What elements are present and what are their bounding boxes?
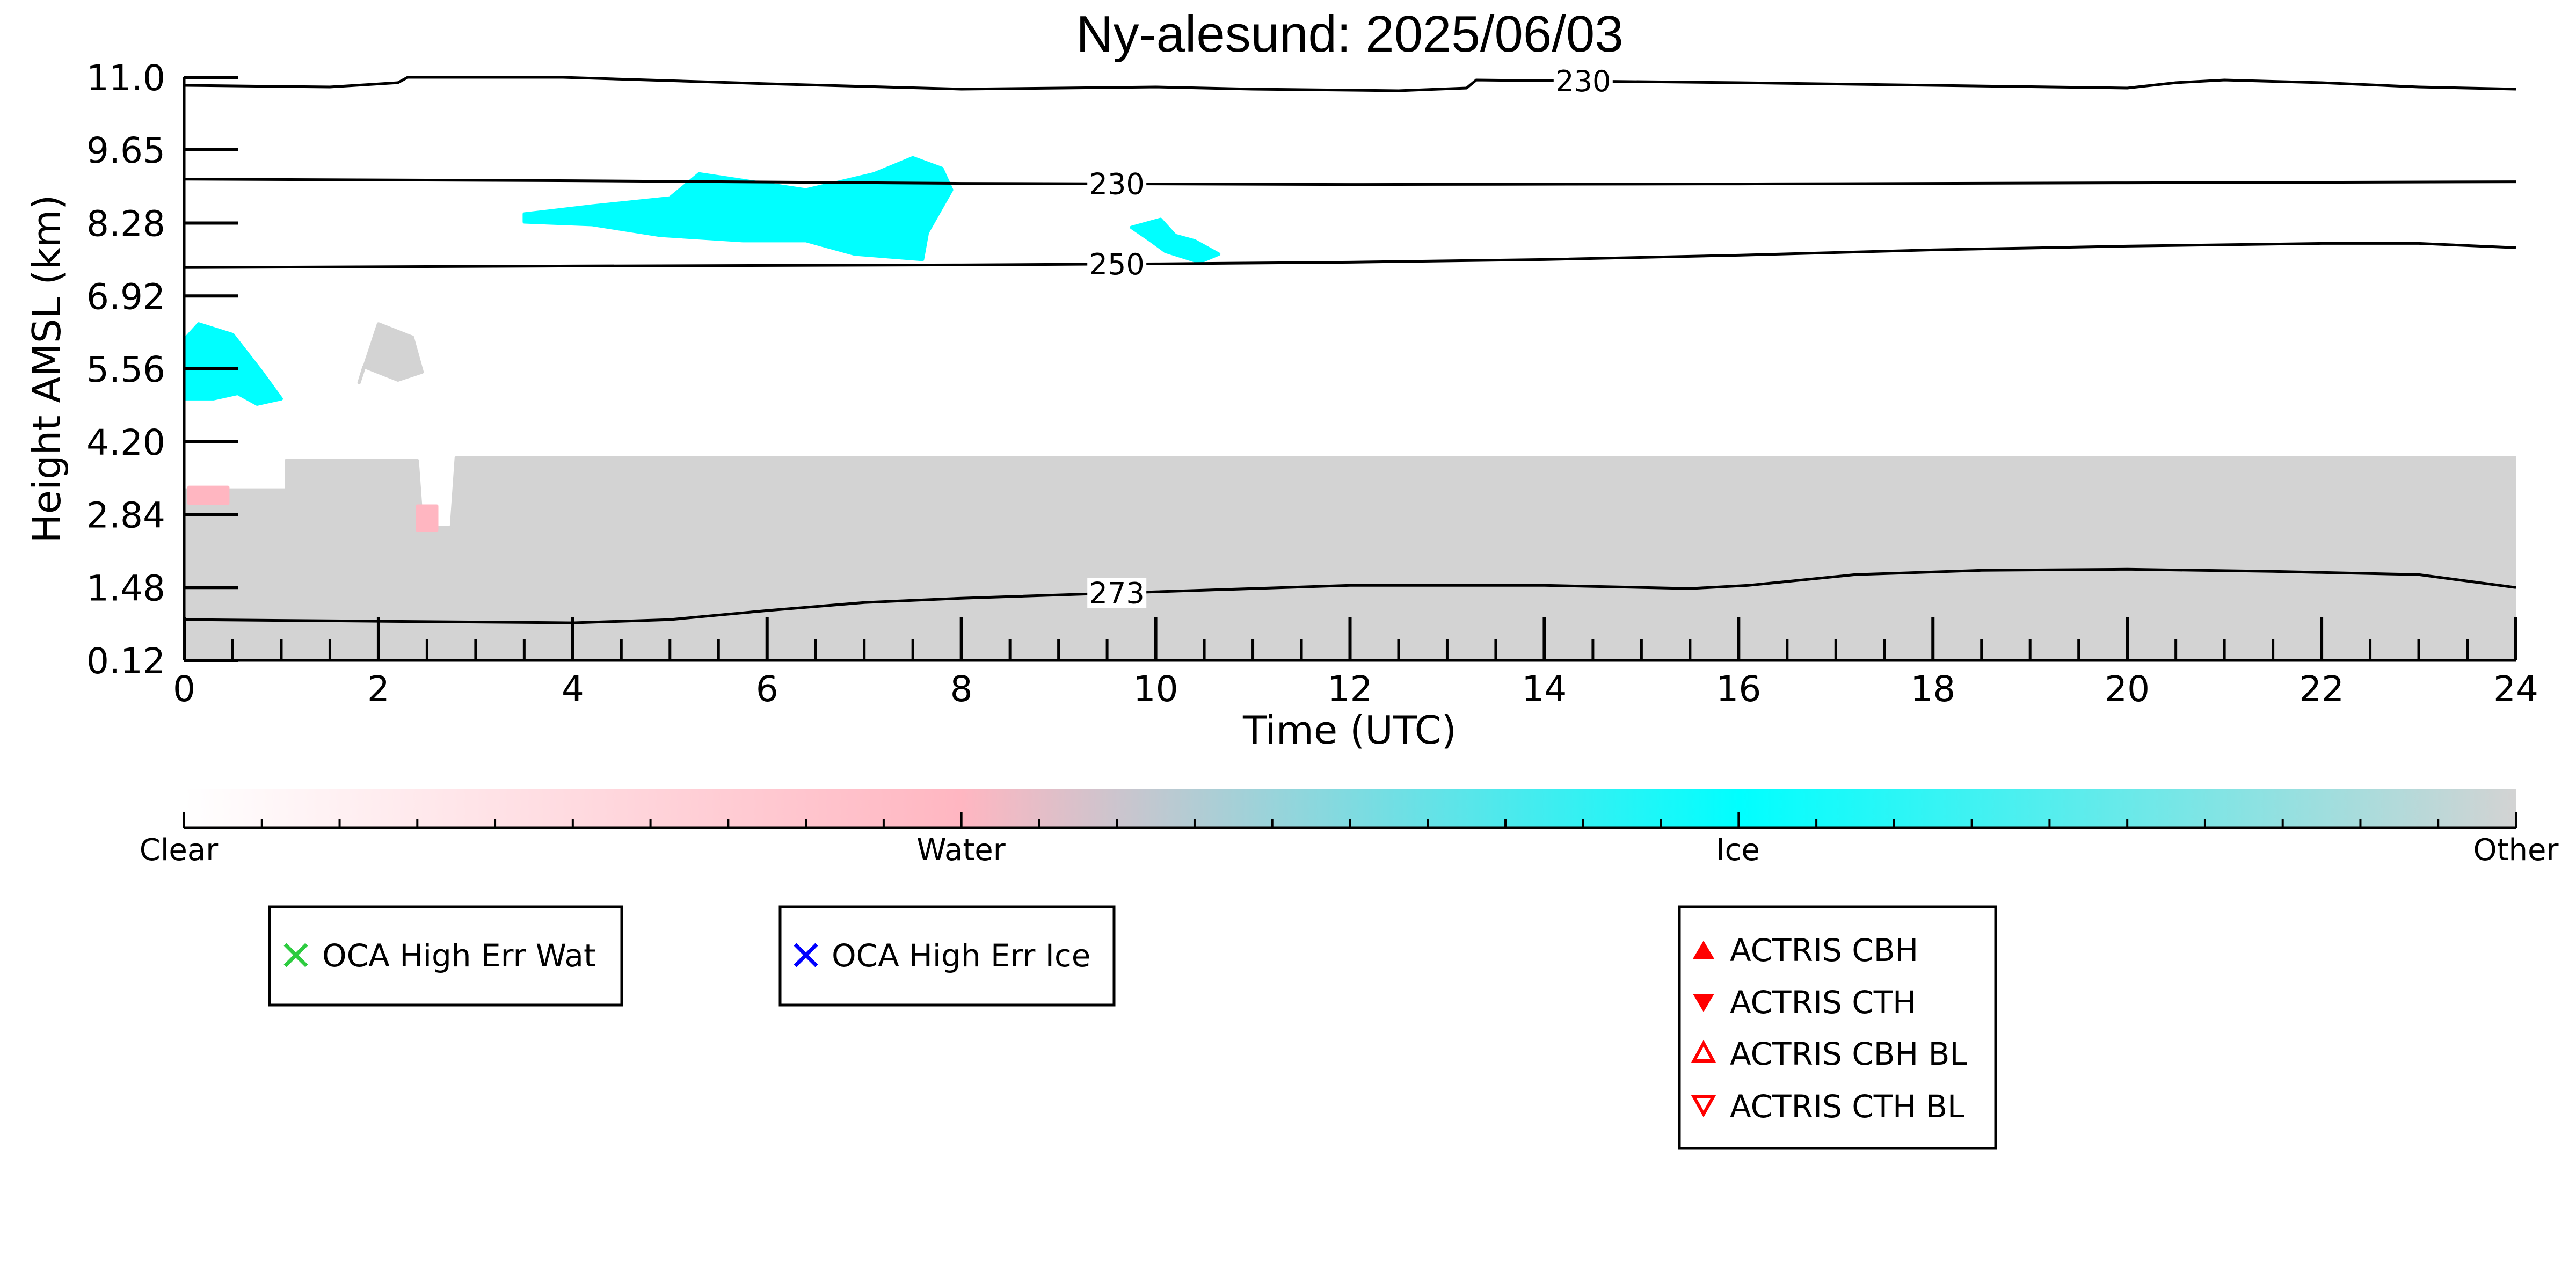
region-ice bbox=[522, 156, 954, 261]
legend-label: ACTRIS CTH BL bbox=[1730, 1088, 1964, 1125]
x-tick-label: 10 bbox=[1133, 668, 1178, 710]
plot-area: 230 230 250 273 bbox=[184, 64, 2516, 660]
x-tick-label: 18 bbox=[1910, 668, 1955, 710]
contour-line bbox=[184, 178, 2516, 186]
legend-label: OCA High Err Ice bbox=[832, 937, 1090, 974]
x-tick-label: 16 bbox=[1716, 668, 1761, 710]
contour-label-bg bbox=[1087, 249, 1147, 279]
triangle-up-filled-icon bbox=[1693, 941, 1714, 959]
y-tick-label: 4.20 bbox=[86, 422, 165, 463]
x-tick-label: 2 bbox=[367, 668, 390, 710]
x-tick-label: 12 bbox=[1328, 668, 1373, 710]
y-tick-label: 2.84 bbox=[86, 495, 165, 536]
legend-box bbox=[268, 905, 623, 1007]
legend-label: ACTRIS CBH bbox=[1730, 932, 1918, 969]
contour-label: 230 bbox=[1089, 167, 1145, 201]
region-other bbox=[357, 322, 424, 384]
region-ice bbox=[184, 322, 283, 406]
chart-title: Ny-alesund: 2025/06/03 bbox=[1076, 5, 1623, 63]
x-axis-label: Time (UTC) bbox=[1242, 708, 1457, 753]
x-tick-label: 22 bbox=[2299, 668, 2344, 710]
x-marker-icon bbox=[283, 943, 308, 967]
legend-label: OCA High Err Wat bbox=[322, 937, 596, 974]
contour-label-bg bbox=[1087, 169, 1147, 199]
triangle-down-open-icon bbox=[1691, 1095, 1716, 1118]
legend-box bbox=[1678, 905, 1997, 1150]
y-tick-label: 11.0 bbox=[86, 57, 165, 99]
triangle-down-filled-icon bbox=[1693, 994, 1714, 1012]
y-tick-label: 5.56 bbox=[86, 349, 165, 390]
contour-label-bg bbox=[1553, 66, 1613, 97]
contour-line bbox=[184, 242, 2516, 269]
colorbar-label-ice: Ice bbox=[1716, 833, 1760, 868]
legend-box bbox=[778, 905, 1116, 1007]
region-ice bbox=[1130, 217, 1221, 264]
x-tick-label: 4 bbox=[562, 668, 584, 710]
contour-label: 250 bbox=[1089, 248, 1145, 281]
legend-oca-ice: OCA High Err Ice bbox=[778, 905, 1116, 1007]
legend-label: ACTRIS CBH BL bbox=[1730, 1036, 1967, 1072]
contour-line bbox=[184, 567, 2516, 624]
contour-label-bg bbox=[1087, 578, 1147, 608]
colorbar: Clear Water Ice Other bbox=[140, 789, 2559, 868]
region-water bbox=[416, 504, 439, 532]
x-tick-label: 20 bbox=[2105, 668, 2150, 710]
contour-line bbox=[184, 76, 2516, 92]
legend-actris: ACTRIS CBH ACTRIS CTH ACTRIS CBH BL ACTR… bbox=[1678, 905, 1997, 1150]
legend-oca-water: OCA High Err Wat bbox=[268, 905, 623, 1007]
region-water bbox=[187, 485, 230, 505]
y-tick-label: 8.28 bbox=[86, 203, 165, 245]
x-marker-icon bbox=[794, 943, 818, 967]
contour-label: 230 bbox=[1555, 64, 1611, 98]
x-tick-label: 14 bbox=[1522, 668, 1567, 710]
x-tick-label: 6 bbox=[756, 668, 778, 710]
colorbar-label-other: Other bbox=[2473, 833, 2559, 868]
y-tick-label: 9.65 bbox=[86, 130, 165, 171]
triangle-up-open-icon bbox=[1691, 1039, 1716, 1063]
y-tick-label: 1.48 bbox=[86, 567, 165, 609]
legend-label: ACTRIS CTH bbox=[1730, 984, 1916, 1021]
x-tick-label: 8 bbox=[950, 668, 973, 710]
contour-label: 273 bbox=[1089, 577, 1145, 610]
colorbar-label-water: Water bbox=[916, 833, 1006, 868]
x-tick-label: 0 bbox=[173, 668, 195, 710]
y-axis-label: Height AMSL (km) bbox=[24, 195, 69, 543]
y-tick-label: 0.12 bbox=[86, 641, 165, 682]
colorbar-label-clear: Clear bbox=[140, 833, 219, 868]
x-tick-label: 24 bbox=[2493, 668, 2538, 710]
y-tick-label: 6.92 bbox=[86, 276, 165, 317]
